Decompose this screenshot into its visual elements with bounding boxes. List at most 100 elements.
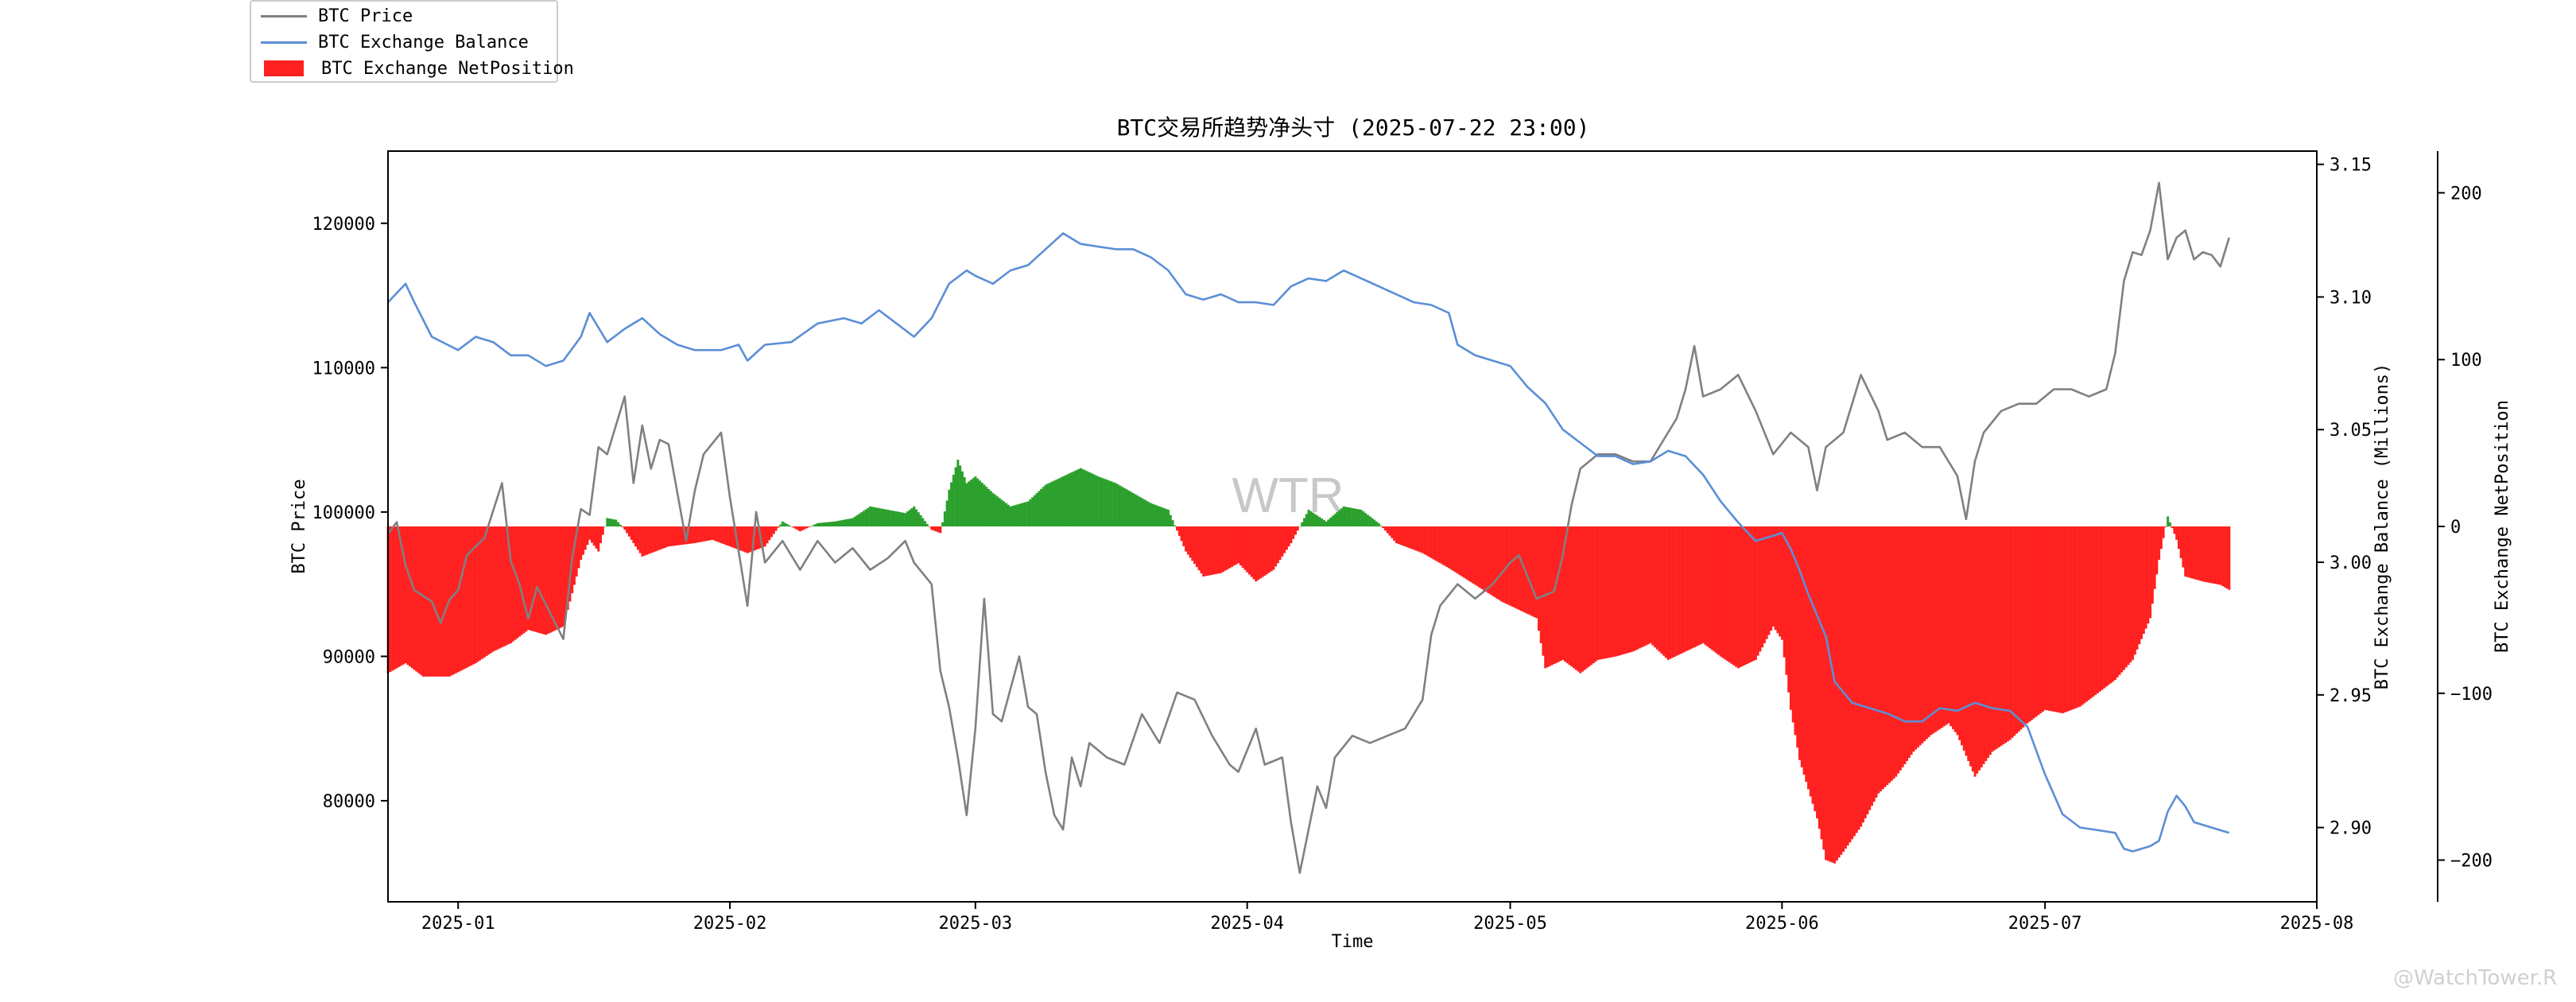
- netposition-bar: [867, 507, 870, 526]
- netposition-bar: [2182, 526, 2185, 568]
- price-tick-label: 80000: [323, 792, 375, 812]
- netposition-bar: [1789, 526, 1792, 710]
- netposition-bar: [1038, 491, 1041, 526]
- netposition-bar: [1182, 526, 1185, 546]
- netposition-bar: [2129, 526, 2132, 662]
- netposition-bar: [1465, 526, 1468, 580]
- netposition-bar: [1949, 526, 1953, 727]
- netposition-bar: [965, 483, 968, 526]
- netposition-bar: [1609, 526, 1612, 658]
- netposition-bar: [786, 523, 789, 526]
- netposition-bar: [1783, 526, 1786, 658]
- netposition-bar: [980, 482, 983, 526]
- netposition-bar: [1430, 526, 1433, 558]
- netposition-bar: [1724, 526, 1727, 660]
- netposition-bar: [665, 526, 668, 548]
- netposition-bar: [1802, 526, 1806, 775]
- netposition-bar: [2171, 526, 2174, 529]
- series-lines: [386, 181, 2230, 874]
- netposition-bar: [1325, 521, 1328, 526]
- netposition-bar: [2138, 526, 2141, 645]
- netposition-bar: [1664, 526, 1667, 658]
- netposition-bar: [1890, 526, 1893, 781]
- netposition-bar: [987, 488, 990, 526]
- netposition-bar: [1570, 526, 1573, 667]
- netposition-bar: [763, 526, 766, 547]
- netposition-bar: [1005, 503, 1008, 526]
- netposition-bar: [470, 526, 473, 666]
- netposition-bar: [919, 515, 922, 526]
- netposition-bar: [693, 526, 696, 543]
- netposition-bar: [707, 526, 710, 541]
- netposition-bar: [886, 510, 890, 526]
- netposition-bar: [1594, 526, 1597, 662]
- netposition-bar: [415, 526, 418, 672]
- netposition-bar: [619, 524, 622, 526]
- netposition-bar: [1331, 515, 1334, 526]
- netposition-bar: [930, 526, 933, 530]
- netposition-bar: [871, 507, 874, 526]
- netposition-bar: [1108, 480, 1111, 526]
- netposition-bar: [456, 526, 460, 673]
- netposition-bar: [417, 526, 421, 674]
- netposition-bar: [1915, 526, 1918, 750]
- netposition-bar: [1285, 526, 1288, 550]
- netposition-bar: [1842, 526, 1845, 852]
- netposition-bar: [1274, 526, 1278, 567]
- netposition-bar: [1237, 526, 1240, 564]
- netposition-bar: [516, 526, 519, 639]
- netposition-bar: [1162, 507, 1166, 526]
- netposition-bar: [1660, 526, 1663, 654]
- netposition-bar: [2202, 526, 2205, 582]
- netposition-bar: [1114, 483, 1117, 526]
- netposition-bar: [546, 526, 549, 635]
- netposition-bar: [1596, 526, 1600, 660]
- netposition-bar: [893, 511, 896, 526]
- netposition-bar: [1088, 472, 1091, 526]
- netposition-bar: [1165, 508, 1168, 526]
- netposition-bar: [1220, 526, 1223, 573]
- netposition-bar: [1478, 526, 1481, 588]
- netposition-bar: [520, 526, 523, 635]
- netposition-bar: [476, 526, 479, 662]
- netposition-bar: [542, 526, 545, 635]
- netposition-bar: [2127, 526, 2130, 666]
- netposition-bar: [1454, 526, 1457, 573]
- netposition-bar: [1765, 526, 1768, 639]
- netposition-bar: [1090, 473, 1093, 526]
- netposition-bar: [1689, 526, 1692, 650]
- netposition-bar: [1158, 506, 1161, 526]
- netposition-bar: [522, 526, 526, 634]
- price-tick-label: 110000: [312, 359, 375, 379]
- netposition-bar: [1643, 526, 1646, 647]
- netposition-bar: [2087, 526, 2090, 701]
- price-tick-label: 120000: [312, 215, 375, 235]
- netposition-bar: [1748, 526, 1751, 663]
- netposition-bar: [954, 467, 957, 526]
- netposition-bar: [751, 526, 754, 552]
- netposition-bar: [1348, 507, 1352, 526]
- netposition-bar: [2107, 526, 2110, 685]
- netposition-bar: [1636, 526, 1639, 650]
- netposition-bar: [1945, 526, 1948, 725]
- netposition-bar: [1938, 526, 1942, 729]
- netposition-bar: [1794, 526, 1797, 736]
- netposition-bar: [1402, 526, 1405, 546]
- netposition-bar: [621, 526, 624, 528]
- netposition-bar: [672, 526, 674, 546]
- netposition-bar: [711, 526, 714, 540]
- netposition-bar: [2039, 526, 2043, 713]
- netposition-bar: [595, 526, 598, 549]
- netposition-bar: [1565, 526, 1569, 664]
- netposition-bar: [1680, 526, 1683, 654]
- legend-label-netposition: BTC Exchange NetPosition: [321, 58, 574, 79]
- netposition-axis-label: BTC Exchange NetPosition: [2493, 400, 2512, 653]
- netposition-bar: [1901, 526, 1904, 767]
- netposition-bar: [1600, 526, 1604, 659]
- netposition-bar: [888, 510, 891, 526]
- netposition-bar: [882, 508, 885, 526]
- netposition-bar: [662, 526, 665, 549]
- netposition-bar: [860, 512, 863, 526]
- netposition-bar: [917, 512, 920, 526]
- netposition-bar: [2123, 526, 2125, 670]
